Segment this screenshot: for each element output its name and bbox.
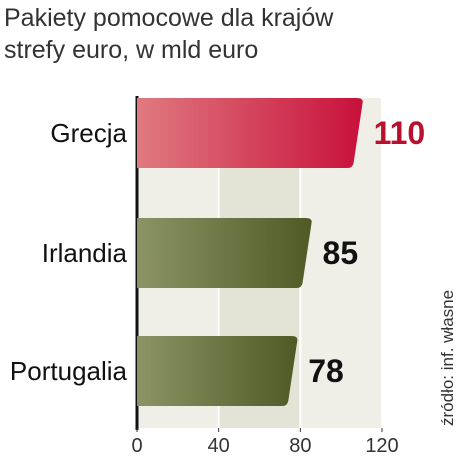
category-label-grecja: Grecja bbox=[50, 118, 127, 148]
chart-title: Pakiety pomocowe dla krajów strefy euro,… bbox=[4, 2, 424, 66]
value-label-irlandia: 85 bbox=[323, 235, 359, 271]
chart-title-line-2: strefy euro, w mld euro bbox=[4, 36, 259, 64]
x-tick-label-120: 120 bbox=[365, 435, 398, 457]
x-tick-label-0: 0 bbox=[131, 435, 142, 457]
bar-grecja bbox=[137, 98, 363, 168]
x-tick-label-80: 80 bbox=[289, 435, 311, 457]
category-label-irlandia: Irlandia bbox=[42, 238, 128, 268]
bar-portugalia bbox=[137, 336, 298, 406]
labels: 0 40 80 120 Grecja 110 Irlandia 85 Portugalia 78 bbox=[10, 115, 425, 457]
value-label-portugalia: 78 bbox=[308, 353, 344, 389]
value-label-grecja: 110 bbox=[374, 115, 426, 151]
source-note: źródło: inf. własne bbox=[438, 289, 457, 426]
x-tick-label-40: 40 bbox=[208, 435, 230, 457]
category-label-portugalia: Portugalia bbox=[10, 356, 128, 386]
bar-irlandia bbox=[137, 218, 312, 288]
bars bbox=[137, 98, 363, 406]
chart-title-line-1: Pakiety pomocowe dla krajów bbox=[4, 4, 334, 32]
